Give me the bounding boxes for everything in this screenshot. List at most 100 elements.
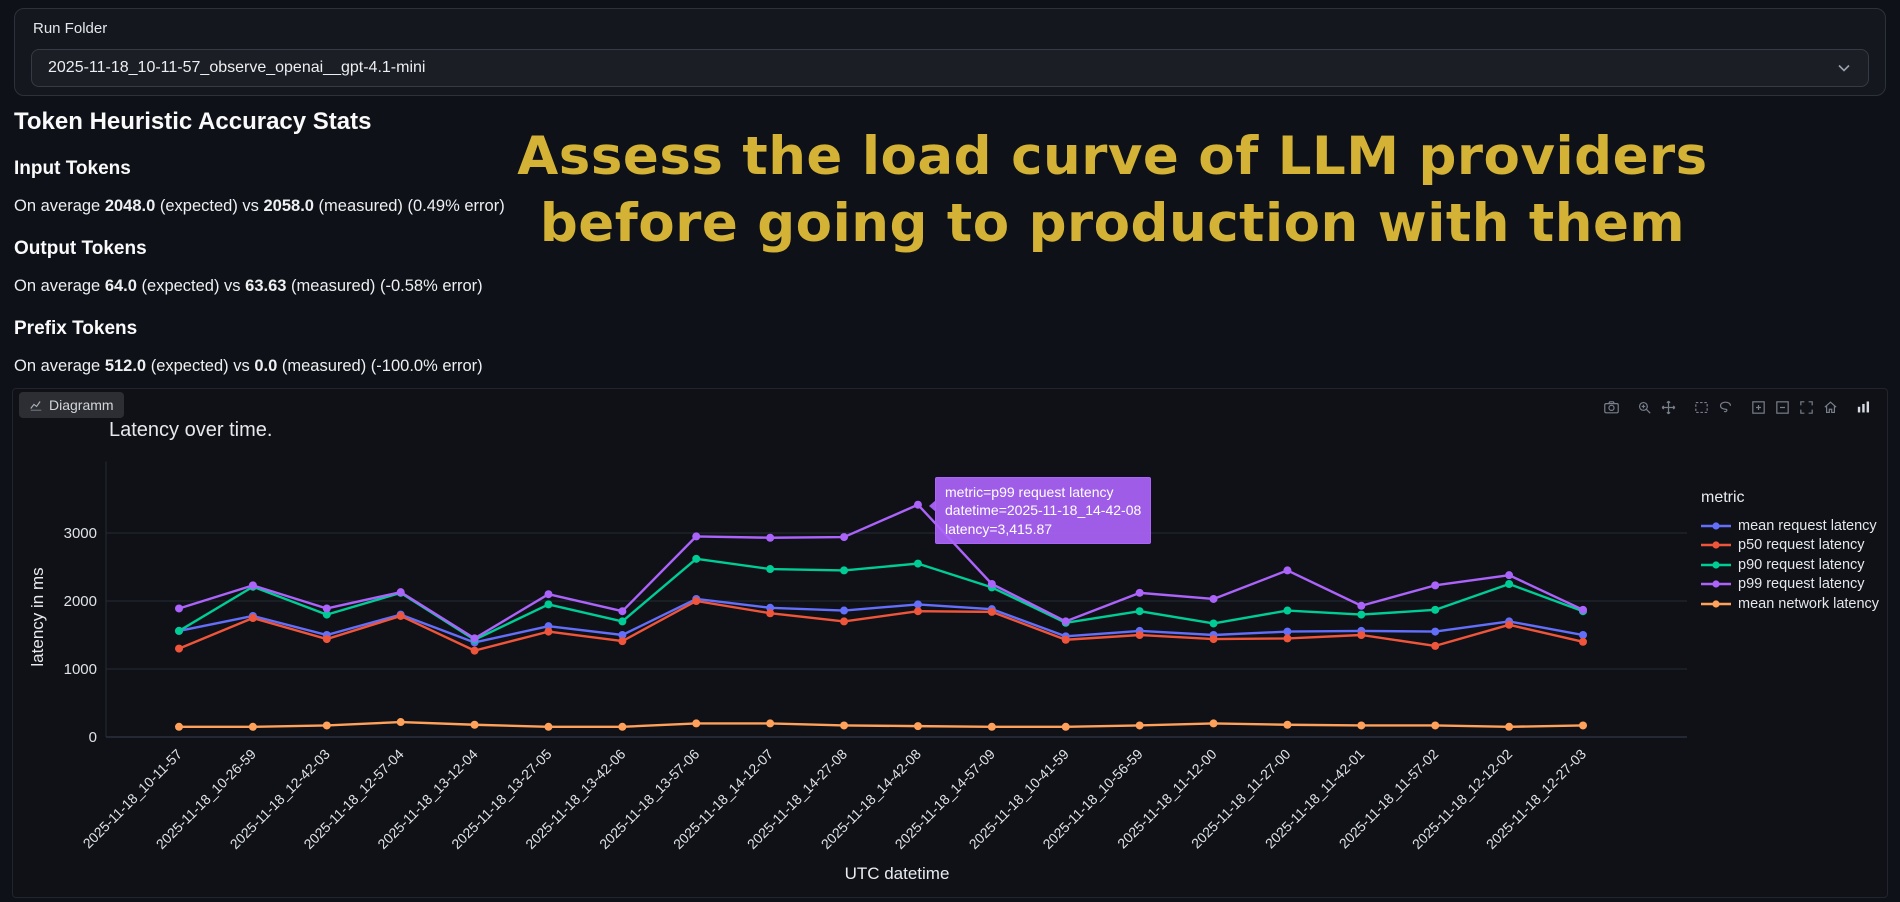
data-point[interactable]: [396, 611, 405, 620]
data-point[interactable]: [175, 604, 183, 613]
data-point[interactable]: [618, 722, 627, 731]
data-point[interactable]: [1283, 634, 1292, 643]
box-select-icon[interactable]: [1689, 395, 1713, 419]
data-point[interactable]: [544, 627, 553, 636]
data-point[interactable]: [175, 722, 183, 731]
legend-entry[interactable]: mean network latency: [1701, 594, 1889, 614]
data-point[interactable]: [1135, 588, 1144, 597]
data-point[interactable]: [692, 554, 701, 563]
data-point[interactable]: [1431, 721, 1440, 730]
expected-value: 64.0: [104, 277, 137, 295]
data-point[interactable]: [692, 597, 701, 605]
legend-entry[interactable]: p90 request latency: [1701, 555, 1889, 575]
data-point[interactable]: [322, 635, 331, 644]
data-point[interactable]: [692, 719, 701, 728]
zoom-icon[interactable]: [1632, 395, 1656, 419]
data-point[interactable]: [1135, 607, 1144, 616]
zoom-in-icon[interactable]: [1746, 395, 1770, 419]
data-point[interactable]: [913, 722, 922, 731]
data-point[interactable]: [544, 600, 553, 609]
data-point[interactable]: [1061, 722, 1070, 731]
data-point[interactable]: [1579, 631, 1587, 639]
data-point[interactable]: [1579, 721, 1587, 730]
data-point[interactable]: [322, 721, 331, 730]
data-point[interactable]: [1431, 581, 1440, 590]
data-point[interactable]: [1283, 627, 1292, 636]
data-point[interactable]: [1505, 722, 1514, 731]
zoom-out-icon[interactable]: [1770, 395, 1794, 419]
data-point[interactable]: [1135, 631, 1144, 639]
data-point[interactable]: [322, 610, 331, 619]
data-point[interactable]: [1209, 635, 1218, 644]
data-point[interactable]: [987, 722, 996, 731]
data-point[interactable]: [840, 566, 849, 575]
data-point[interactable]: [1209, 719, 1218, 728]
data-point[interactable]: [913, 559, 922, 568]
tab-diagramm[interactable]: Diagramm: [19, 392, 124, 418]
data-point[interactable]: [175, 644, 183, 653]
data-point[interactable]: [692, 532, 701, 541]
data-point[interactable]: [1283, 606, 1292, 615]
data-point[interactable]: [913, 500, 922, 509]
data-point[interactable]: [618, 637, 627, 646]
data-point[interactable]: [1135, 721, 1144, 730]
data-point[interactable]: [1357, 610, 1366, 619]
latency-chart: 01000200030002025-11-18_10-11-572025-11-…: [28, 461, 1687, 883]
legend-entry[interactable]: mean request latency: [1701, 516, 1889, 536]
data-point[interactable]: [470, 720, 479, 729]
data-point[interactable]: [1283, 720, 1292, 729]
data-point[interactable]: [1431, 641, 1440, 650]
data-point[interactable]: [840, 617, 849, 626]
chevron-down-icon[interactable]: [1834, 58, 1854, 78]
data-point[interactable]: [322, 604, 331, 613]
data-point[interactable]: [618, 617, 627, 626]
data-point[interactable]: [1505, 571, 1514, 580]
camera-icon[interactable]: [1599, 395, 1623, 419]
plotly-logo-icon[interactable]: [1851, 395, 1875, 419]
data-point[interactable]: [987, 580, 996, 588]
data-point[interactable]: [766, 719, 775, 728]
data-point[interactable]: [544, 590, 553, 599]
pan-icon[interactable]: [1656, 395, 1680, 419]
data-point[interactable]: [1505, 580, 1514, 588]
data-point[interactable]: [470, 634, 479, 643]
data-point[interactable]: [396, 588, 405, 597]
reset-axes-icon[interactable]: [1818, 395, 1842, 419]
data-point[interactable]: [1431, 627, 1440, 636]
data-point[interactable]: [766, 533, 775, 542]
data-point[interactable]: [840, 606, 849, 615]
legend-entry[interactable]: p50 request latency: [1701, 536, 1889, 556]
data-point[interactable]: [1357, 631, 1366, 639]
data-point[interactable]: [1431, 605, 1440, 614]
data-point[interactable]: [1209, 619, 1218, 628]
data-point[interactable]: [766, 565, 775, 574]
data-point[interactable]: [396, 718, 405, 727]
data-point[interactable]: [1579, 605, 1587, 614]
data-point[interactable]: [1505, 620, 1514, 629]
data-point[interactable]: [913, 600, 922, 609]
data-point[interactable]: [913, 607, 922, 616]
data-point[interactable]: [1283, 566, 1292, 575]
data-point[interactable]: [248, 722, 257, 731]
run-folder-select[interactable]: 2025-11-18_10-11-57_observe_openai__gpt-…: [31, 49, 1869, 87]
data-point[interactable]: [840, 533, 849, 542]
data-point[interactable]: [766, 609, 775, 618]
data-point[interactable]: [1061, 617, 1070, 626]
data-point[interactable]: [1357, 601, 1366, 610]
legend-entry[interactable]: p99 request latency: [1701, 575, 1889, 595]
data-point[interactable]: [1579, 637, 1587, 646]
data-point[interactable]: [618, 631, 627, 639]
data-point[interactable]: [840, 721, 849, 730]
data-point[interactable]: [987, 607, 996, 616]
data-point[interactable]: [175, 626, 183, 635]
data-point[interactable]: [1209, 594, 1218, 603]
autoscale-icon[interactable]: [1794, 395, 1818, 419]
data-point[interactable]: [1357, 721, 1366, 730]
data-point[interactable]: [618, 607, 627, 616]
data-point[interactable]: [248, 581, 257, 590]
lasso-select-icon[interactable]: [1713, 395, 1737, 419]
data-point[interactable]: [248, 614, 257, 622]
data-point[interactable]: [470, 646, 479, 655]
data-point[interactable]: [544, 722, 553, 731]
data-point[interactable]: [1061, 635, 1070, 644]
